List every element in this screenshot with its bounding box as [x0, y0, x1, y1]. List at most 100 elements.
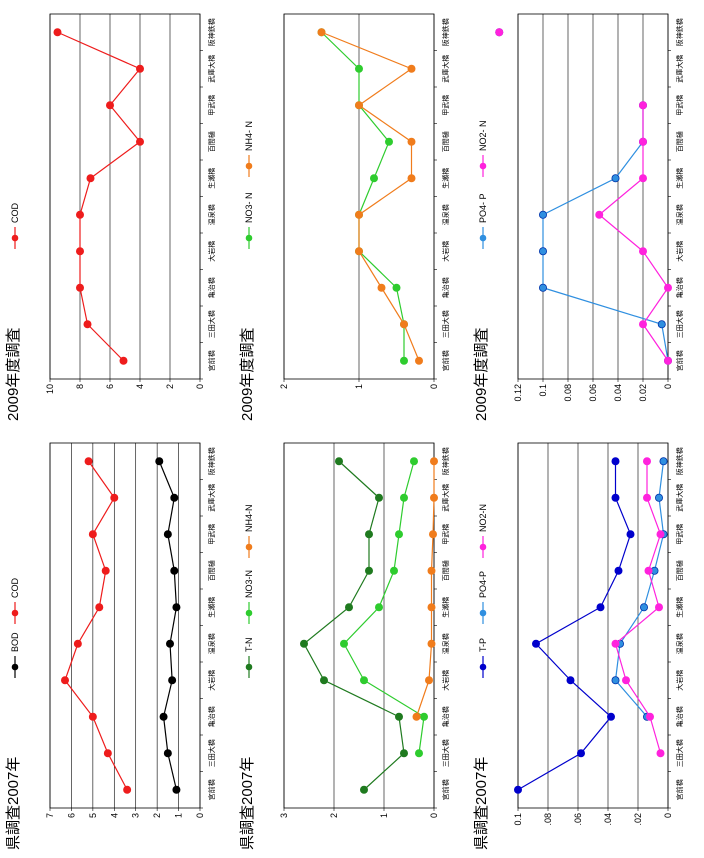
data-point [654, 603, 663, 612]
y-tick-label: 0 [195, 384, 205, 389]
data-point [626, 530, 635, 539]
y-tick-label: 0 [663, 384, 673, 389]
x-category-label: 宮前橋 [675, 779, 684, 800]
data-point [170, 566, 179, 575]
x-category-label: 阪神鉄橋 [207, 447, 216, 475]
legend-marker [479, 609, 487, 617]
x-category-label: 生瀬橋 [207, 168, 216, 189]
series-line-1 [598, 105, 669, 362]
legend-label: COD [10, 578, 20, 599]
y-tick-label: .04 [603, 813, 613, 826]
y-tick-label: 4 [135, 384, 145, 389]
chart-title: 県調査2007年 [473, 757, 490, 850]
x-category-label: 百間樋 [207, 560, 216, 581]
y-tick-label: 2 [279, 384, 289, 389]
data-point [539, 247, 548, 256]
data-point [606, 712, 615, 721]
data-point [414, 356, 423, 365]
x-category-label: 三田大橋 [441, 739, 450, 767]
legend-label: PO4-P [478, 571, 488, 598]
legend-marker [479, 663, 487, 671]
y-tick-label: 3 [279, 813, 289, 818]
legend-marker [245, 663, 253, 671]
data-point [621, 676, 630, 685]
chart-p07a: 県調査2007年 BOD COD 0 1 2 3 4 5 6 7 宮前橋 三田大橋 亀治橋 大岩橋 温泉橋 生瀬… [5, 442, 216, 850]
x-category-label: 百間樋 [675, 131, 684, 152]
data-point [320, 676, 329, 685]
legend-label: NH4-N [244, 504, 254, 532]
x-category-label: 武庫大橋 [207, 484, 216, 512]
x-category-label: 大岩橋 [675, 241, 684, 262]
data-point [159, 712, 168, 721]
data-point [110, 493, 119, 502]
y-tick-label: .02 [633, 813, 643, 826]
data-point [407, 174, 416, 183]
legend-marker [245, 162, 253, 170]
y-tick-label: 0.12 [513, 384, 523, 402]
x-category-label: 生瀬橋 [441, 597, 450, 618]
data-point [364, 530, 373, 539]
y-tick-label: 8 [75, 384, 85, 389]
x-category-label: 三田大橋 [675, 739, 684, 767]
x-category-label: 生瀬橋 [675, 597, 684, 618]
panel-2009-cod: 2009年度調査 COD 0 2 4 6 8 10 宮前橋 三田大橋 亀治橋 大岩橋 温泉橋 生瀬橋 百間樋… [0, 0, 234, 429]
data-point [639, 603, 648, 612]
data-point [428, 530, 437, 539]
data-point [394, 530, 403, 539]
data-point [172, 603, 181, 612]
x-category-label: 生瀬橋 [441, 168, 450, 189]
series-line-0 [542, 105, 669, 361]
x-category-label: 百間樋 [675, 560, 684, 581]
data-point [73, 639, 82, 648]
legend-marker [479, 543, 487, 551]
panel-2009-nitrogen: 2009年度調査 NO3- N NH4- N 0 1 2 宮前橋 三田大橋 亀治橋 大岩橋 温泉橋 生… [234, 0, 468, 429]
x-category-label: 三田大橋 [207, 310, 216, 338]
y-tick-label: 3 [131, 813, 141, 818]
chart-p09a: 2009年度調査 COD 0 2 4 6 8 10 宮前橋 三田大橋 亀治橋 大岩橋 温泉橋 生瀬橋 百間樋… [5, 13, 216, 421]
data-point [76, 247, 85, 256]
data-point [335, 457, 344, 466]
data-point [155, 457, 164, 466]
plot-frame [49, 13, 201, 380]
legend-marker [245, 543, 253, 551]
chart-title: 2009年度調査 [5, 328, 22, 421]
data-point [407, 137, 416, 146]
x-category-label: 三田大橋 [207, 739, 216, 767]
data-point [76, 283, 85, 292]
data-point [168, 676, 177, 685]
data-point [407, 64, 416, 73]
x-category-label: 三田大橋 [441, 310, 450, 338]
legend-label: T-N [244, 638, 254, 653]
series-line-0 [303, 460, 405, 791]
legend-label: NO2-N [478, 504, 488, 532]
legend-label: BOD [10, 632, 20, 652]
data-point [429, 493, 438, 502]
y-tick-label: 0.06 [588, 384, 598, 402]
x-category-label: 宮前橋 [207, 350, 216, 371]
data-point [165, 639, 174, 648]
chart-title: 県調査2007年 [5, 757, 22, 850]
data-point [86, 174, 95, 183]
series-line-0 [57, 31, 141, 362]
y-tick-label: .06 [573, 813, 583, 826]
y-tick-label: 7 [45, 813, 55, 818]
chart-p07b: 県調査2007年 T-N NO3-N NH4-N 0 1 2 3 宮前橋 三田大橋 亀治橋 大岩橋 温泉… [239, 442, 450, 850]
y-tick-label: 0.02 [638, 384, 648, 402]
data-point [101, 566, 110, 575]
y-tick-label: 1 [174, 813, 184, 818]
data-point [412, 712, 421, 721]
x-category-label: 亀治橋 [675, 706, 684, 727]
x-category-label: 阪神鉄橋 [207, 18, 216, 46]
x-category-label: 大岩橋 [441, 241, 450, 262]
x-category-label: 甲武橋 [441, 95, 450, 116]
series-line-1 [614, 461, 665, 718]
series-line-1 [321, 31, 420, 361]
y-tick-label: .08 [543, 813, 553, 826]
data-point [317, 28, 326, 37]
data-point [638, 101, 647, 110]
data-point [95, 603, 104, 612]
x-category-label: 阪神鉄橋 [441, 18, 450, 46]
data-point [384, 137, 393, 146]
data-point [642, 457, 651, 466]
data-point [532, 639, 541, 648]
